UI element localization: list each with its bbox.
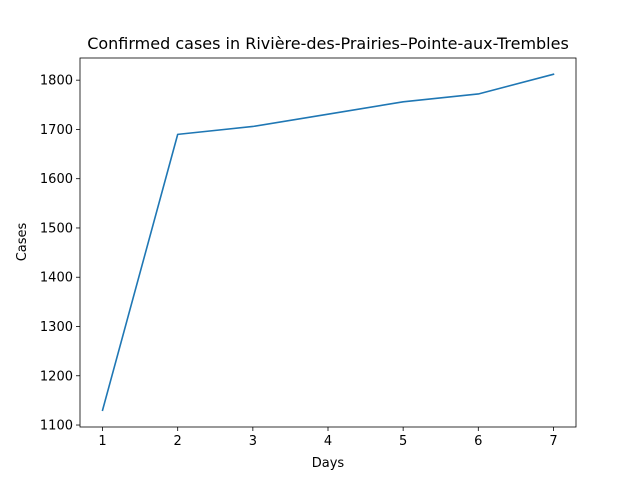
y-tick-label: 1200 — [40, 369, 73, 384]
x-tick-label: 5 — [399, 434, 407, 449]
plot-area — [101, 73, 555, 412]
series-line — [101, 73, 555, 412]
x-tick-label: 6 — [474, 434, 482, 449]
y-tick-label: 1600 — [40, 172, 73, 187]
x-tick-label: 7 — [549, 434, 557, 449]
x-tick-label: 4 — [324, 434, 332, 449]
y-tick-label: 1300 — [40, 320, 73, 335]
y-tick-label: 1100 — [40, 419, 73, 434]
x-tick-label: 1 — [98, 434, 106, 449]
y-axis: 1100 1200 1300 1400 1500 1600 1700 1800 — [40, 74, 80, 434]
x-axis-label: Days — [312, 456, 345, 471]
x-tick-label: 3 — [249, 434, 257, 449]
x-tick-label: 2 — [174, 434, 182, 449]
y-tick-label: 1500 — [40, 221, 73, 236]
y-tick-label: 1700 — [40, 123, 73, 138]
x-axis: 1 2 3 4 5 6 7 — [98, 427, 558, 449]
y-tick-label: 1400 — [40, 271, 73, 286]
chart-title: Confirmed cases in Rivière-des-Prairies–… — [87, 34, 569, 53]
y-axis-label: Cases — [15, 222, 30, 261]
y-tick-label: 1800 — [40, 74, 73, 89]
